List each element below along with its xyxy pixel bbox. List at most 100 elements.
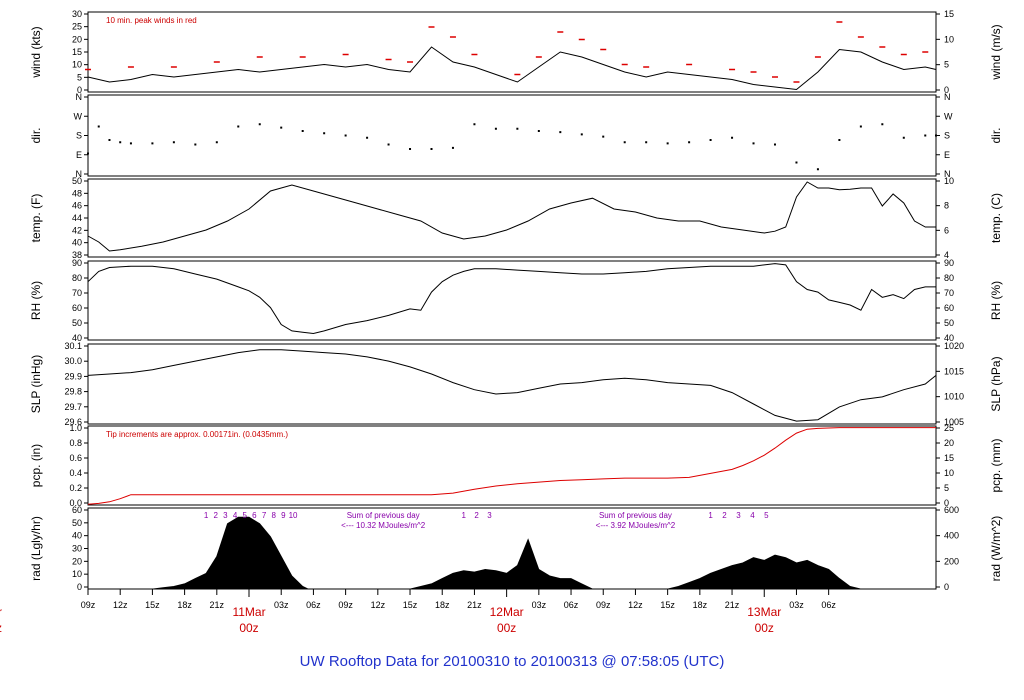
- ytick-label-right-temp: 6: [944, 225, 949, 235]
- day-label-hour: 00z: [755, 621, 774, 635]
- ylabel-left-rad: rad (Lgly/hr): [29, 516, 43, 581]
- ylabel-right-temp: temp. (C): [989, 193, 1003, 243]
- ytick-label-left-temp: 44: [72, 213, 82, 223]
- day-label-hour: 00z: [497, 621, 516, 635]
- series-rad: [88, 516, 872, 590]
- rad-marker-day3: 4: [750, 511, 755, 520]
- panel-frame-pcp: [87, 425, 937, 506]
- dir-point: [97, 125, 100, 128]
- rad-marker-day2: 2: [474, 511, 479, 520]
- ytick-label-left-wind: 10: [72, 60, 82, 70]
- rad-note-day2-line1: Sum of previous day: [347, 511, 420, 520]
- dir-point: [237, 125, 240, 128]
- dir-point: [409, 148, 412, 150]
- dir-point: [473, 123, 476, 126]
- ytick-label-left-dir: S: [76, 131, 82, 141]
- xtick-label: 18z: [435, 600, 450, 610]
- dir-point: [559, 131, 562, 134]
- ylabel-right-wind: wind (m/s): [989, 24, 1003, 80]
- rad-marker-day3: 3: [736, 511, 741, 520]
- series-wind: [87, 46, 937, 91]
- annotation-pcp: Tip increments are approx. 0.00171in. (0…: [106, 430, 288, 439]
- series-temp: [87, 181, 936, 252]
- ylabel-right-rad: rad (W/m^2): [989, 516, 1003, 582]
- dir-point: [924, 134, 927, 137]
- ytick-label-left-pcp: 0.4: [69, 468, 82, 478]
- xtick-label: 03z: [532, 600, 547, 610]
- ytick-label-left-slp: 30.1: [64, 341, 82, 351]
- ytick-label-left-rh: 80: [72, 273, 82, 283]
- day-label-date: 13Mar: [747, 605, 781, 619]
- dir-point: [172, 141, 175, 144]
- rad-note-day3-line2: <--- 3.92 MJoules/m^2: [596, 521, 676, 530]
- rad-note-day3-line1: Sum of previous day: [599, 511, 672, 520]
- ytick-label-left-pcp: 0.6: [69, 453, 82, 463]
- xtick-label: 12z: [113, 600, 128, 610]
- ytick-label-left-wind: 15: [72, 47, 82, 57]
- day-label-date: 12Mar: [490, 605, 524, 619]
- series-slp: [87, 349, 937, 422]
- ytick-label-left-pcp: 0.0: [69, 498, 82, 508]
- xtick-label: 15z: [660, 600, 675, 610]
- ytick-label-left-rad: 20: [72, 556, 82, 566]
- ytick-label-left-temp: 38: [72, 250, 82, 260]
- ytick-label-right-rad: 0: [944, 582, 949, 592]
- dir-point: [494, 127, 497, 130]
- ytick-label-right-temp: 8: [944, 201, 949, 211]
- xtick-label: 21z: [467, 600, 482, 610]
- ytick-label-left-rad: 30: [72, 544, 82, 554]
- dir-point: [816, 168, 819, 171]
- chart-title: UW Rooftop Data for 20100310 to 20100313…: [300, 653, 725, 670]
- rad-marker-day1: 3: [223, 511, 228, 520]
- ytick-label-right-dir: E: [944, 150, 950, 160]
- dir-point: [323, 132, 326, 135]
- ytick-label-left-temp: 50: [72, 176, 82, 186]
- ytick-label-left-slp: 29.9: [64, 371, 82, 381]
- ytick-label-right-temp: 4: [944, 250, 949, 260]
- day-label-hour: z: [0, 621, 2, 635]
- rad-marker-day1: 6: [252, 511, 257, 520]
- rad-marker-day1: 7: [262, 511, 267, 520]
- dir-point: [280, 126, 283, 129]
- ytick-label-right-dir: N: [944, 92, 951, 102]
- ytick-label-left-slp: 29.7: [64, 402, 82, 412]
- ytick-label-left-wind: 0: [77, 85, 82, 95]
- dir-point: [688, 141, 691, 144]
- ytick-label-right-dir: N: [944, 169, 951, 179]
- dir-point: [838, 139, 841, 141]
- ylabel-right-rh: RH (%): [989, 281, 1003, 320]
- day-label-date: 11Mar: [232, 605, 265, 619]
- panel-frame-temp: [87, 178, 937, 258]
- dir-point: [87, 152, 89, 155]
- dir-point: [430, 148, 433, 150]
- ytick-label-left-pcp: 1.0: [69, 423, 82, 433]
- dir-point: [731, 136, 734, 139]
- ylabel-left-rh: RH (%): [29, 281, 43, 320]
- ytick-label-right-dir: S: [944, 131, 950, 141]
- ytick-label-left-rad: 60: [72, 505, 82, 515]
- dir-point: [451, 146, 454, 149]
- dir-point: [215, 141, 218, 144]
- ytick-label-right-rad: 600: [944, 505, 959, 515]
- rad-marker-day1: 9: [281, 511, 286, 520]
- ytick-label-right-rh: 50: [944, 318, 954, 328]
- ytick-label-left-rh: 70: [72, 288, 82, 298]
- ytick-label-right-rh: 40: [944, 333, 954, 343]
- annotation-wind: 10 min. peak winds in red: [106, 16, 197, 25]
- ylabel-right-pcp: pcp. (mm): [989, 438, 1003, 492]
- xtick-label: 12z: [628, 600, 643, 610]
- xtick-label: 06z: [821, 600, 836, 610]
- ytick-label-left-wind: 25: [72, 22, 82, 32]
- ytick-label-left-dir: N: [76, 92, 83, 102]
- panel-frame-rh: [87, 260, 937, 341]
- ytick-label-right-rh: 60: [944, 303, 954, 313]
- ylabel-right-dir: dir.: [989, 127, 1003, 143]
- dir-point: [709, 139, 712, 141]
- ytick-label-left-wind: 20: [72, 34, 82, 44]
- ytick-label-right-temp: 10: [944, 176, 954, 186]
- rad-marker-day2: 1: [461, 511, 466, 520]
- ytick-label-left-wind: 30: [72, 9, 82, 19]
- xtick-label: 18z: [693, 600, 708, 610]
- ytick-label-left-rad: 10: [72, 569, 82, 579]
- ytick-label-left-temp: 42: [72, 225, 82, 235]
